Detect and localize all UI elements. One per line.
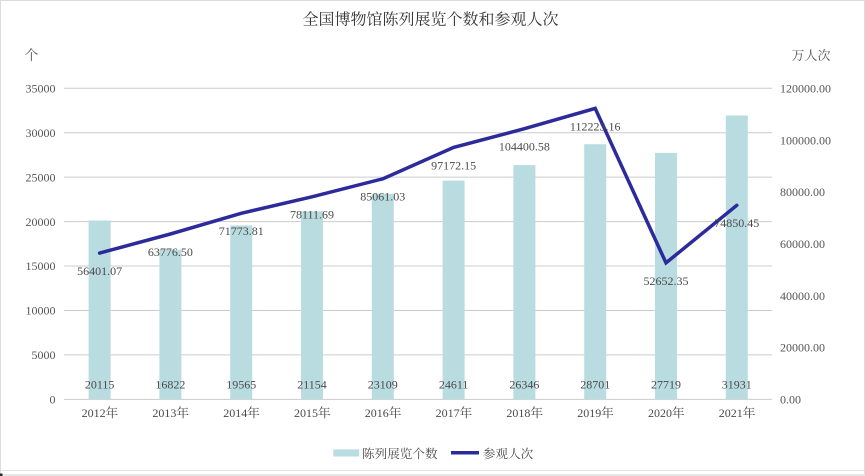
svg-text:28701: 28701	[580, 378, 610, 392]
svg-text:2018: 2018	[506, 406, 530, 420]
svg-text:2014: 2014	[223, 406, 247, 420]
svg-text:26346: 26346	[509, 378, 539, 392]
svg-text:104400.58: 104400.58	[499, 140, 550, 154]
svg-text:56401.07: 56401.07	[77, 264, 122, 278]
svg-text:19565: 19565	[226, 378, 256, 392]
svg-text:2020: 2020	[648, 406, 672, 420]
svg-text:0: 0	[50, 393, 56, 407]
svg-text:20115: 20115	[85, 378, 115, 392]
svg-text:24611: 24611	[439, 378, 469, 392]
svg-text:120000.00: 120000.00	[780, 81, 831, 95]
svg-text:85061.03: 85061.03	[360, 190, 405, 204]
svg-text:16822: 16822	[155, 378, 185, 392]
svg-text:2013: 2013	[152, 406, 176, 420]
svg-text:10000: 10000	[26, 304, 56, 318]
svg-text:30000: 30000	[26, 126, 56, 140]
svg-text:20000: 20000	[26, 215, 56, 229]
svg-text:0.00: 0.00	[780, 393, 801, 407]
svg-text:2015: 2015	[294, 406, 318, 420]
svg-text:52652.35: 52652.35	[644, 274, 689, 288]
svg-text:15000: 15000	[26, 259, 56, 273]
svg-text:23109: 23109	[368, 378, 398, 392]
svg-text:112223.16: 112223.16	[570, 119, 621, 133]
svg-text:27719: 27719	[651, 378, 681, 392]
svg-text:74850.45: 74850.45	[714, 216, 759, 230]
svg-text:2017: 2017	[436, 406, 460, 420]
svg-text:2016: 2016	[365, 406, 389, 420]
svg-text:2019: 2019	[577, 406, 601, 420]
svg-text:20000.00: 20000.00	[780, 341, 825, 355]
svg-text:31931: 31931	[722, 378, 752, 392]
svg-text:2021: 2021	[719, 406, 743, 420]
svg-text:97172.15: 97172.15	[431, 158, 476, 172]
svg-text:63776.50: 63776.50	[148, 245, 193, 259]
svg-text:100000.00: 100000.00	[780, 133, 831, 147]
svg-text:25000: 25000	[26, 170, 56, 184]
svg-text:2012: 2012	[82, 406, 106, 420]
svg-text:78111.69: 78111.69	[290, 208, 334, 222]
svg-text:5000: 5000	[32, 348, 56, 362]
svg-text:80000.00: 80000.00	[780, 185, 825, 199]
svg-text:71773.81: 71773.81	[219, 224, 264, 238]
svg-text:35000: 35000	[26, 81, 56, 95]
svg-text:40000.00: 40000.00	[780, 289, 825, 303]
svg-text:60000.00: 60000.00	[780, 237, 825, 251]
svg-text:21154: 21154	[297, 378, 327, 392]
